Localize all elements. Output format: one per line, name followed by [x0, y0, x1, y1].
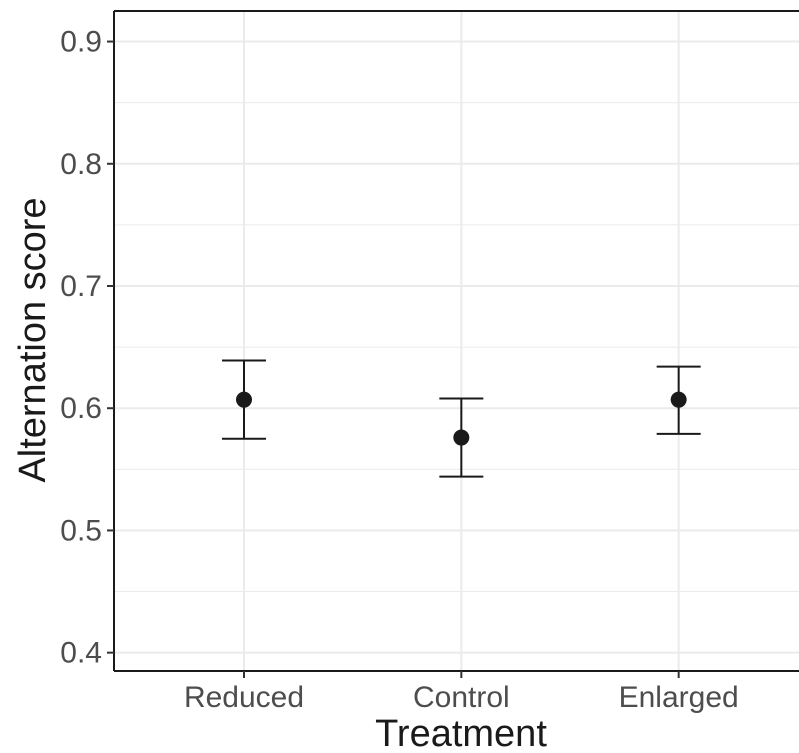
data-point — [670, 391, 687, 408]
grid — [114, 11, 799, 671]
x-axis-ticks: Reduced Control Enlarged — [184, 671, 739, 714]
y-axis-title: Alternation score — [12, 197, 54, 482]
y-axis-ticks: 0.4 0.5 0.6 0.7 0.8 0.9 — [60, 26, 114, 670]
data-point — [453, 429, 470, 446]
x-tick-label: Enlarged — [619, 681, 739, 714]
panel-border — [113, 10, 799, 672]
y-tick-label: 0.9 — [60, 26, 102, 59]
y-tick-label: 0.8 — [60, 148, 102, 181]
y-tick-label: 0.7 — [60, 270, 102, 303]
x-tick-label: Reduced — [184, 681, 304, 714]
data-point — [236, 391, 252, 408]
y-tick-label: 0.6 — [60, 392, 102, 425]
x-axis-title: Treatment — [375, 713, 547, 753]
data-points — [236, 391, 687, 446]
y-tick-label: 0.4 — [60, 637, 102, 670]
y-tick-label: 0.5 — [60, 514, 102, 547]
x-tick-label: Control — [413, 681, 510, 714]
